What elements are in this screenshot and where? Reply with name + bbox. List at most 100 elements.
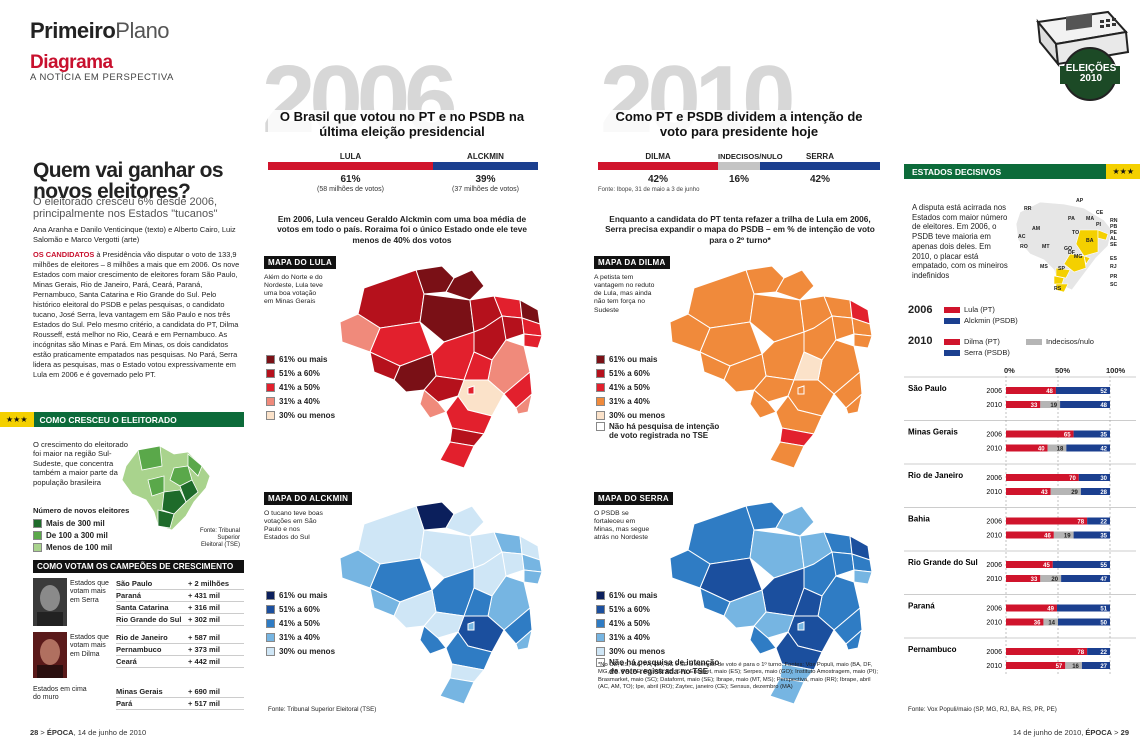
mini-map-label: CE: [1096, 210, 1104, 216]
page-number-left: 28: [30, 728, 39, 737]
map-lula-block: MAPA DO LULA Além do Norte e do Nordeste,…: [264, 256, 544, 484]
vote-bar-alckmin: [433, 162, 538, 170]
candidate-label-serra: SERRA: [805, 152, 834, 161]
map-state-region: [357, 505, 425, 565]
legend-item: 51% a 60%: [596, 366, 724, 380]
map-state-region: [523, 333, 543, 349]
legend-swatch: [1026, 338, 1042, 345]
legend-swatch: [596, 604, 605, 614]
table-row: Paraná + 431 mil: [116, 590, 244, 602]
mini-map-label: RN: [1110, 218, 1118, 224]
year-label: 2006: [986, 388, 1002, 395]
legend-item: 51% a 60%: [266, 366, 394, 380]
growth-panel-title: COMO CRESCEU O ELEITORADO: [33, 412, 244, 427]
legend-label: 31% a 40%: [279, 632, 320, 642]
table-state: Rio de Janeiro: [116, 633, 168, 642]
bar-segment: [1053, 531, 1074, 539]
group-rows-serra: São Paulo + 2 milhões Paraná + 431 mil San…: [116, 578, 244, 626]
map-state-region: [687, 269, 755, 329]
bar-value-label: 70: [1069, 476, 1076, 482]
bar-segment: [1043, 618, 1058, 626]
map-state-region: [749, 625, 777, 655]
legend-label: Dilma (PT): [964, 337, 1000, 346]
chart-category-group: São Paulo 2006 48 52 2010 33 19 48: [904, 376, 1136, 409]
legend-label: 41% a 50%: [609, 382, 650, 392]
map-serra-svg: [669, 501, 873, 705]
map-state-region: [769, 677, 805, 705]
legend-swatch: [596, 382, 605, 392]
bar-segment: [1087, 517, 1110, 525]
legend-item: Alckmin (PSDB): [944, 315, 1018, 326]
decisive-header: ESTADOS DECISIVOS ★★★: [904, 164, 1140, 179]
legend-swatch: [266, 646, 275, 656]
group-label-serra: Estados que votam mais em Serra: [70, 580, 109, 604]
legend-swatch: [33, 518, 42, 528]
map-state-region: [769, 441, 805, 469]
legend-item: 51% a 60%: [596, 602, 724, 616]
bar-value-label: 42: [1100, 446, 1107, 452]
table-state: Pernambuco: [116, 645, 162, 654]
bar-value-label: 50: [1100, 620, 1107, 626]
mini-map-label: RS: [1054, 286, 1062, 292]
badge-text: ELEIÇÕES 2010: [1065, 63, 1117, 84]
category-label: Rio de Janeiro: [908, 471, 963, 480]
legend-swatch: [266, 410, 275, 420]
map-alckmin-note: O tucano teve boas votações em São Paulo…: [264, 510, 323, 542]
bar-segment: [1073, 430, 1110, 438]
vote-bar-serra: [760, 162, 880, 170]
legend-swatch: [944, 349, 960, 356]
mini-map-label: AM: [1032, 226, 1040, 232]
bar-segment: [1006, 618, 1044, 626]
table-value: + 587 mil: [188, 633, 220, 642]
bar-value-label: 51: [1100, 606, 1107, 612]
map-state-region: [369, 587, 401, 617]
mini-map-label: AL: [1110, 236, 1118, 242]
mini-map-label: PA: [1068, 216, 1075, 222]
bar-segment: [1081, 662, 1110, 669]
table-row: Pernambuco + 373 mil: [116, 644, 244, 656]
map-state-region: [669, 549, 711, 589]
bar-segment: [1060, 401, 1110, 408]
legend-swatch: [266, 604, 275, 614]
decisive-text: A disputa está acirrada nos Estados com …: [912, 203, 1008, 281]
bar-value-label: 49: [1047, 606, 1054, 612]
legend-item: 41% a 50%: [596, 380, 724, 394]
bar-value-label: 57: [1056, 664, 1063, 670]
page-title: Diagrama: [30, 52, 113, 73]
legend-year-2010: 2010: [908, 335, 933, 347]
candidate-label-alckmin: ALCKMIN: [467, 152, 504, 161]
chart-category-group: Bahia 2006 78 22 2010 46 19 35: [904, 507, 1136, 540]
bar-segment: [1006, 517, 1088, 525]
legend-label: 51% a 60%: [279, 368, 320, 378]
serra-portrait-icon: [33, 578, 67, 626]
magazine-name-left: ÉPOCA: [46, 728, 74, 737]
group-rows-undecided: Minas Gerais + 690 mil Pará + 517 mil: [116, 686, 244, 710]
legend-2010-undecided: Indecisos/nulo: [1026, 336, 1094, 347]
bar-segment: [1061, 575, 1110, 582]
map-state-region: [699, 351, 731, 381]
year-label: 2006: [986, 475, 1002, 482]
bar-segment: [1006, 430, 1074, 438]
map-state-region: [749, 389, 777, 419]
map-state-region: [439, 677, 475, 705]
mini-map-label: MT: [1042, 244, 1050, 250]
map-state-region: [853, 333, 873, 349]
bar-value-label: 22: [1100, 519, 1107, 525]
bar-segment: [1087, 648, 1110, 655]
map-lula-title: MAPA DO LULA: [264, 256, 337, 269]
map-state-region: [339, 313, 381, 353]
map-state-region: [687, 505, 755, 565]
legend-label: Alckmin (PSDB): [964, 316, 1018, 325]
legend-swatch: [596, 646, 605, 656]
bar-segment: [1065, 662, 1082, 669]
map-state-region: [467, 621, 475, 631]
map-lula-legend: 61% ou mais 51% a 60% 41% a 50% 31% a 40% 30…: [266, 352, 394, 422]
legend-label: Não há pesquisa de intenção de voto regi…: [609, 422, 720, 441]
mini-map-label: SE: [1110, 242, 1117, 248]
table-state: Minas Gerais: [116, 687, 163, 696]
legend-label: Não há pesquisa de intenção de voto regi…: [609, 658, 720, 677]
table-row: Santa Catarina + 316 mil: [116, 602, 244, 614]
legend-item: 30% ou menos: [266, 644, 394, 658]
group-label-undecided: Estados em cima do muro: [33, 686, 87, 702]
map-state-region: [845, 392, 863, 415]
